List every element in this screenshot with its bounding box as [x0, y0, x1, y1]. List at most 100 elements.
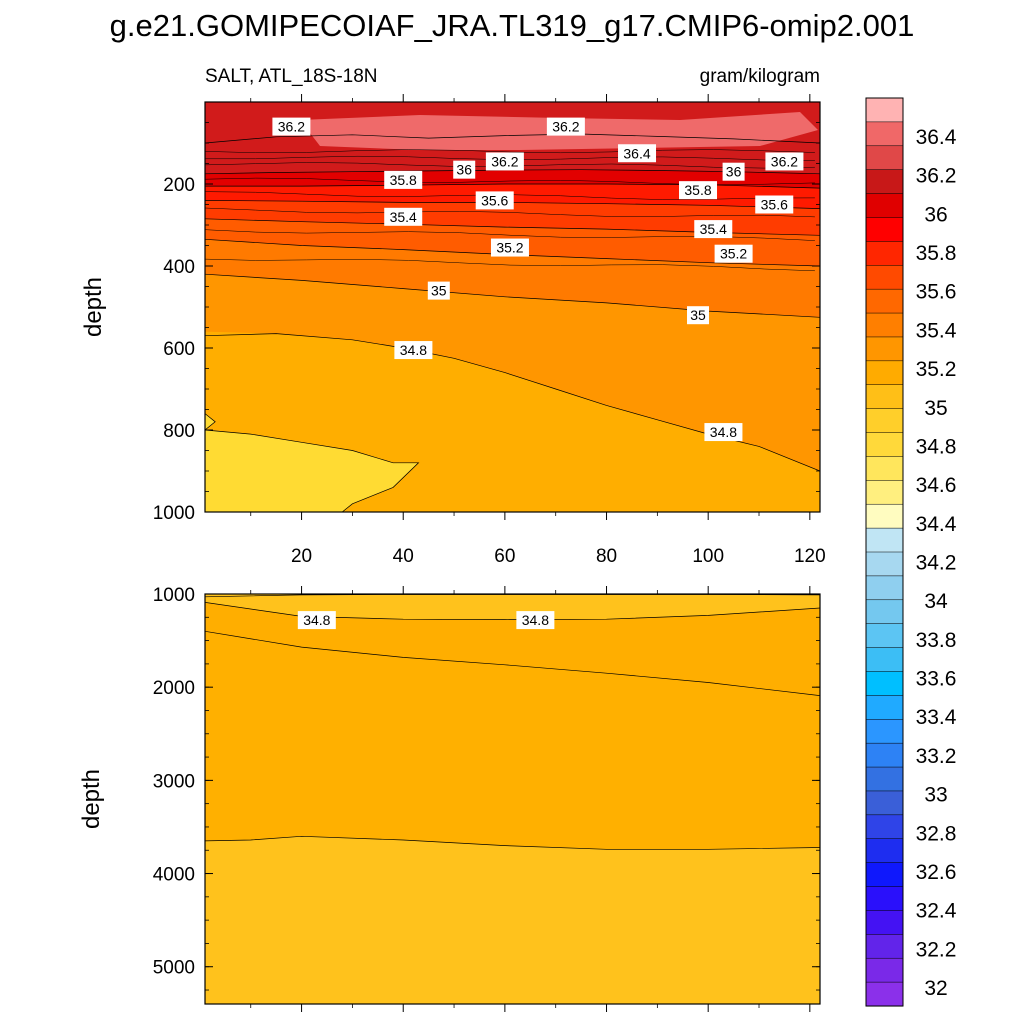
svg-text:36.2: 36.2 — [552, 119, 579, 135]
x-tick-label: 40 — [393, 546, 414, 567]
contour-label: 36.2 — [546, 117, 585, 136]
contour-label: 36.2 — [485, 152, 524, 171]
colorbar-frame — [865, 97, 904, 1007]
colorbar-swatch — [865, 719, 904, 744]
colorbar-swatch — [865, 480, 904, 505]
colorbar-tick-label: 36 — [924, 203, 947, 226]
lower-panel-fills — [205, 594, 820, 1004]
colorbar-swatch — [865, 814, 904, 840]
contour-label: 35.6 — [755, 195, 794, 214]
colorbar-swatch — [865, 288, 904, 314]
colorbar-tick-label: 32.8 — [916, 822, 957, 845]
svg-text:34.8: 34.8 — [710, 424, 737, 440]
y-tick-label: 200 — [163, 175, 195, 196]
salinity-band — [205, 631, 820, 850]
colorbar-swatch — [865, 169, 904, 195]
x-tick-label: 120 — [794, 546, 826, 567]
contour-label: 34.8 — [297, 611, 336, 630]
lower-panel-contour-labels: 34.8 34.8 — [297, 611, 555, 630]
contour-label: 36.4 — [618, 144, 657, 163]
x-tick-label: 20 — [291, 546, 312, 567]
contour-label: 34.8 — [516, 611, 555, 630]
colorbar-swatch — [865, 312, 904, 338]
svg-text:36: 36 — [456, 162, 472, 178]
y-tick-label: 1000 — [153, 503, 195, 524]
colorbar-tick-label: 34.4 — [916, 513, 957, 536]
contour-line — [205, 133, 820, 144]
upper-y-axis-label: depth — [80, 277, 107, 337]
contour-line — [205, 207, 815, 218]
contour-label: 36 — [453, 160, 476, 179]
contour-label: 36 — [722, 162, 745, 181]
colorbar-swatch — [865, 862, 904, 888]
svg-text:36.4: 36.4 — [623, 145, 650, 161]
contour-label: 35.2 — [714, 244, 753, 263]
colorbar-tick-label: 34 — [924, 590, 948, 613]
colorbar-tick-label: 35.2 — [916, 358, 957, 381]
y-tick-label: 400 — [163, 257, 195, 278]
svg-text:36: 36 — [726, 164, 742, 180]
contour-label: 35 — [687, 306, 710, 325]
lower-panel: 1000 2000 3000 4000 5000 34.8 34.8 depth — [78, 585, 821, 1012]
svg-text:36.2: 36.2 — [771, 153, 798, 169]
colorbar-swatch — [865, 145, 904, 171]
colorbar-swatch — [865, 384, 904, 410]
colorbar-tick-label: 32.2 — [916, 938, 957, 961]
colorbar-swatch — [865, 910, 904, 935]
subtitle-units: gram/kilogram — [700, 66, 820, 87]
contour-label: 36.2 — [272, 117, 311, 136]
colorbar-swatch — [865, 265, 904, 290]
contour-label: 35.8 — [384, 170, 423, 189]
colorbar-swatch — [865, 934, 904, 959]
colorbar-tick-label: 35.4 — [916, 319, 957, 342]
svg-text:34.8: 34.8 — [303, 612, 330, 628]
svg-text:35.6: 35.6 — [761, 197, 788, 213]
colorbar-swatch — [865, 121, 904, 147]
contour-line — [205, 413, 420, 512]
contour-label: 36.2 — [765, 152, 804, 171]
colorbar-tick-label: 33 — [924, 784, 947, 807]
contour-line — [205, 149, 815, 154]
colorbar-swatch — [865, 957, 904, 983]
svg-text:35.8: 35.8 — [684, 182, 711, 198]
colorbar-tick-label: 35 — [924, 397, 947, 420]
colorbar-swatch — [865, 432, 904, 457]
contour-line — [205, 835, 820, 850]
colorbar-tick-label: 35.8 — [916, 242, 957, 265]
contour-line — [205, 630, 820, 696]
upper-panel-fills — [205, 102, 820, 512]
colorbar-swatch — [865, 503, 904, 529]
y-tick-label: 2000 — [153, 678, 195, 699]
contour-label: 35.6 — [475, 191, 514, 210]
x-tick-label: 60 — [494, 546, 515, 567]
colorbar-swatch — [865, 766, 904, 792]
y-tick-label: 1000 — [153, 585, 195, 606]
y-tick-label: 4000 — [153, 865, 195, 886]
x-tick-label: 100 — [692, 546, 724, 567]
colorbar-swatch — [865, 742, 904, 768]
colorbar-tick-label: 34.8 — [916, 436, 957, 459]
colorbar-tick-label: 36.4 — [916, 126, 957, 149]
lower-panel-frame — [204, 593, 821, 1005]
contour-label: 35.8 — [679, 181, 718, 200]
svg-text:35.6: 35.6 — [481, 192, 508, 208]
colorbar-swatch — [865, 981, 904, 1007]
svg-text:35: 35 — [690, 307, 706, 323]
colorbar-tick-label: 32.4 — [916, 900, 957, 923]
colorbar-tick-label: 33.6 — [916, 668, 957, 691]
svg-text:36.2: 36.2 — [491, 153, 518, 169]
colorbar-swatch — [865, 217, 904, 242]
x-tick-label: 80 — [596, 546, 617, 567]
upper-panel-contour-labels: 36.2 36.2 36.4 36.2 36.2 36 36 35.8 35.8 35.6 35.6… — [272, 117, 804, 442]
colorbar-swatch — [865, 527, 904, 553]
colorbar-swatch — [865, 408, 904, 434]
salinity-band — [205, 413, 419, 512]
colorbar-tick-label: 36.2 — [916, 165, 957, 188]
svg-text:36.2: 36.2 — [278, 119, 305, 135]
contour-label: 35 — [427, 281, 450, 300]
salinity-band — [205, 594, 820, 620]
colorbar-swatch — [865, 336, 904, 362]
colorbar-swatch — [865, 193, 904, 219]
contour-label: 35.4 — [694, 220, 733, 239]
